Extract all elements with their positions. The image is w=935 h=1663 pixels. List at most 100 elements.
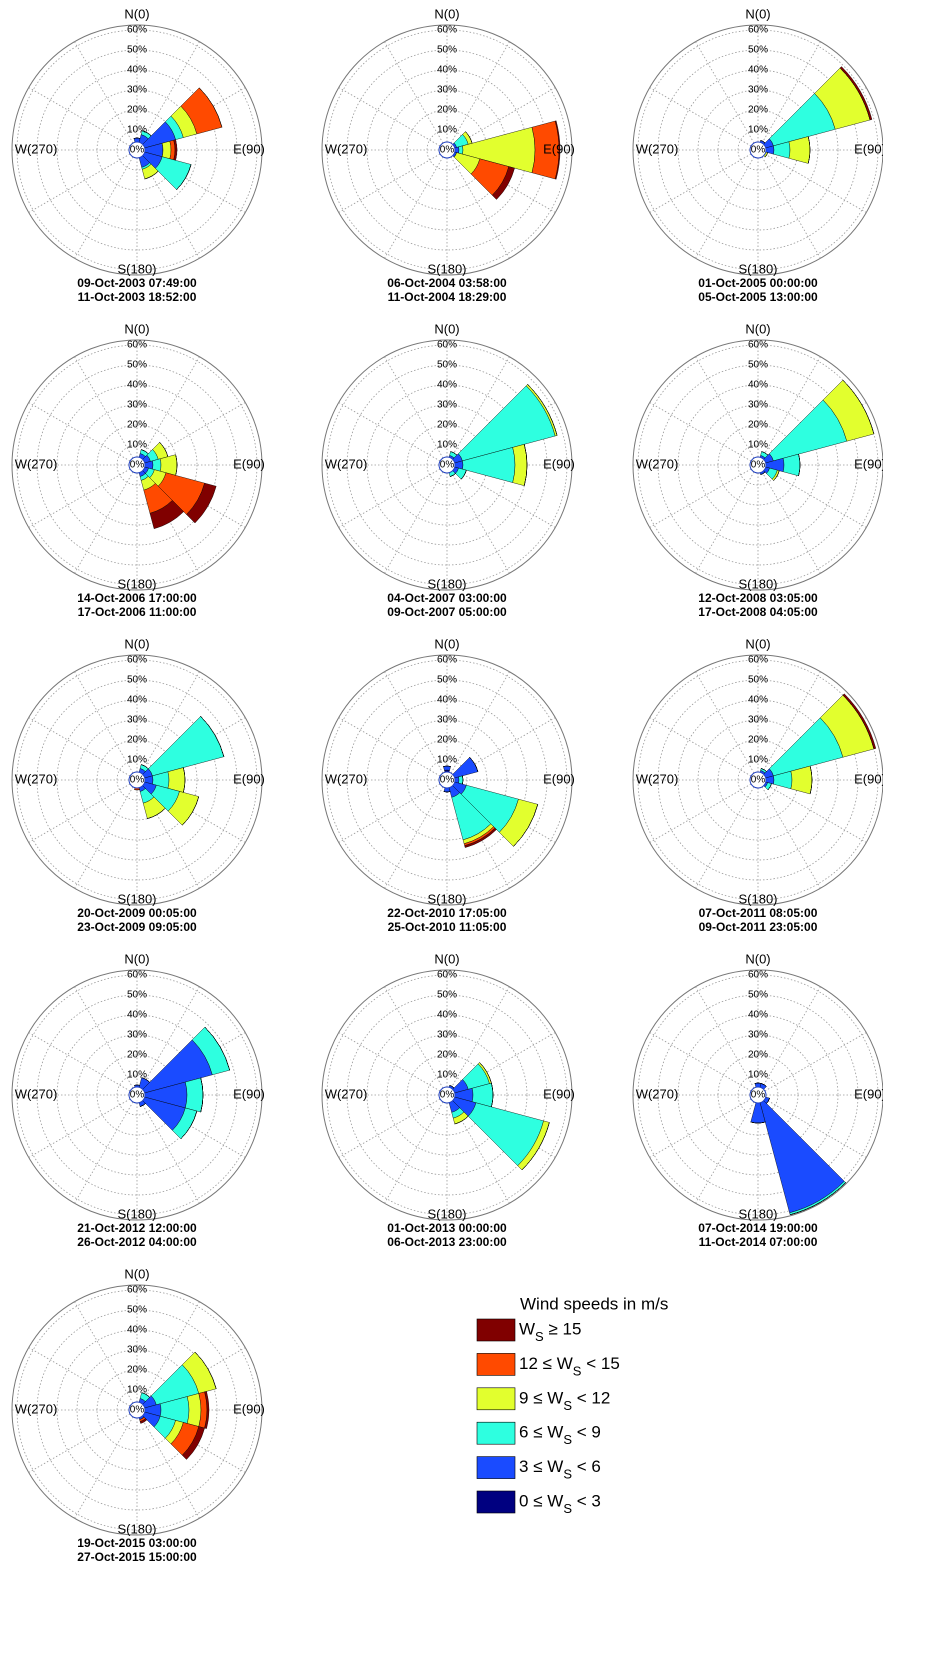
date-label: 14-Oct-2006 17:00:00 bbox=[77, 591, 197, 605]
date-label: 09-Oct-2003 07:49:00 bbox=[77, 276, 197, 290]
r-tick-label: 40% bbox=[748, 1010, 768, 1021]
wind-sector bbox=[139, 1418, 148, 1424]
r-tick-label: 0% bbox=[130, 145, 145, 156]
wind-rose: 0% 10% 20% 30% 40% 50% 60% N(0) E(90) S(180) W(270… bbox=[632, 636, 883, 934]
direction-label: N(0) bbox=[434, 951, 459, 966]
r-tick-label: 20% bbox=[748, 1050, 768, 1061]
date-label: 12-Oct-2008 03:05:00 bbox=[698, 591, 818, 605]
r-tick-label: 20% bbox=[437, 1050, 457, 1061]
r-tick-label: 60% bbox=[437, 25, 457, 36]
date-label: 11-Oct-2004 18:29:00 bbox=[388, 290, 507, 304]
r-tick-label: 20% bbox=[437, 105, 457, 116]
r-tick-label: 30% bbox=[127, 715, 147, 726]
r-tick-label: 30% bbox=[748, 715, 768, 726]
r-tick-label: 20% bbox=[127, 105, 147, 116]
direction-label: N(0) bbox=[745, 636, 770, 651]
spoke bbox=[74, 671, 134, 774]
center-circle bbox=[128, 1086, 146, 1104]
wind-sector bbox=[443, 765, 451, 771]
r-tick-label: 10% bbox=[437, 1070, 457, 1081]
wind-sector bbox=[839, 66, 873, 121]
spoke bbox=[28, 1413, 131, 1473]
center-circle bbox=[128, 141, 146, 159]
spoke bbox=[649, 153, 752, 213]
wind-sector bbox=[460, 470, 467, 480]
r-tick-label: 50% bbox=[748, 360, 768, 371]
r-tick-label: 40% bbox=[437, 380, 457, 391]
wind-sector bbox=[204, 1026, 230, 1071]
grid-circle bbox=[697, 1034, 819, 1156]
legend-label: 6 ≤ WS < 9 bbox=[519, 1423, 601, 1447]
date-label: 27-Oct-2015 15:00:00 bbox=[77, 1550, 197, 1564]
wind-rose: 0% 10% 20% 30% 40% 50% 60% N(0) E(90) S(180) W(270… bbox=[11, 321, 265, 619]
direction-label: S(180) bbox=[427, 261, 466, 276]
wind-rose: 0% 10% 20% 30% 40% 50% 60% N(0) E(90) S(180) W(270… bbox=[11, 951, 265, 1249]
direction-label: S(180) bbox=[117, 261, 156, 276]
date-label: 01-Oct-2005 00:00:00 bbox=[698, 276, 818, 290]
direction-label: W(270) bbox=[636, 1086, 679, 1101]
r-tick-label: 0% bbox=[751, 145, 766, 156]
date-label: 06-Oct-2013 23:00:00 bbox=[387, 1235, 507, 1249]
r-tick-label: 30% bbox=[437, 85, 457, 96]
spoke bbox=[338, 783, 441, 843]
r-tick-label: 50% bbox=[127, 360, 147, 371]
r-tick-label: 0% bbox=[130, 1090, 145, 1101]
wind-sector bbox=[167, 767, 186, 793]
wind-sector bbox=[140, 1103, 146, 1107]
direction-label: S(180) bbox=[117, 1521, 156, 1536]
spoke bbox=[384, 671, 444, 774]
direction-label: S(180) bbox=[738, 261, 777, 276]
panels: 0% 10% 20% 30% 40% 50% 60% N(0) E(90) S(180) W(270… bbox=[11, 6, 883, 1564]
legend-swatch bbox=[476, 1387, 516, 1411]
direction-label: S(180) bbox=[738, 1206, 777, 1221]
spoke bbox=[695, 356, 755, 459]
grid-circle bbox=[677, 699, 839, 861]
direction-label: E(90) bbox=[233, 456, 265, 471]
r-tick-label: 10% bbox=[127, 440, 147, 451]
date-label: 17-Oct-2006 11:00:00 bbox=[78, 605, 197, 619]
direction-label: N(0) bbox=[124, 321, 149, 336]
spoke bbox=[450, 41, 510, 144]
spoke bbox=[338, 153, 441, 213]
wind-rose: 0% 10% 20% 30% 40% 50% 60% N(0) E(90) S(180) W(270… bbox=[321, 951, 575, 1249]
direction-label: W(270) bbox=[15, 771, 58, 786]
legend: Wind speeds in m/s 0 ≤ WS < 3 3 ≤ WS < 6 6… bbox=[476, 1294, 668, 1516]
direction-label: W(270) bbox=[325, 141, 368, 156]
r-tick-label: 50% bbox=[437, 675, 457, 686]
r-tick-label: 40% bbox=[437, 1010, 457, 1021]
wind-sector bbox=[491, 166, 515, 200]
r-tick-label: 40% bbox=[127, 1325, 147, 1336]
legend-label: 0 ≤ WS < 3 bbox=[519, 1491, 601, 1515]
r-tick-label: 20% bbox=[437, 735, 457, 746]
direction-label: S(180) bbox=[738, 576, 777, 591]
direction-label: W(270) bbox=[325, 456, 368, 471]
r-tick-label: 60% bbox=[127, 970, 147, 981]
spoke bbox=[450, 671, 510, 774]
wind-sector bbox=[809, 765, 813, 795]
date-label: 07-Oct-2011 08:05:00 bbox=[699, 906, 818, 920]
direction-label: E(90) bbox=[543, 1086, 575, 1101]
r-tick-label: 40% bbox=[748, 65, 768, 76]
direction-label: E(90) bbox=[233, 771, 265, 786]
direction-label: S(180) bbox=[427, 1206, 466, 1221]
wind-sector bbox=[521, 1122, 550, 1171]
spoke bbox=[338, 468, 441, 528]
r-tick-label: 0% bbox=[130, 460, 145, 471]
spoke bbox=[695, 671, 755, 774]
center-circle bbox=[438, 771, 456, 789]
spoke bbox=[761, 156, 821, 259]
wind-rose: 0% 10% 20% 30% 40% 50% 60% N(0) E(90) S(180) W(270… bbox=[632, 6, 883, 304]
direction-label: S(180) bbox=[427, 576, 466, 591]
r-tick-label: 60% bbox=[127, 1285, 147, 1296]
wind-sector bbox=[764, 152, 768, 158]
date-label: 07-Oct-2014 19:00:00 bbox=[698, 1221, 818, 1235]
r-tick-label: 50% bbox=[127, 675, 147, 686]
grid-circle bbox=[366, 699, 528, 861]
spoke bbox=[764, 1032, 867, 1092]
r-tick-label: 30% bbox=[127, 85, 147, 96]
r-tick-label: 30% bbox=[437, 1030, 457, 1041]
wind-sector bbox=[513, 804, 538, 847]
r-tick-label: 60% bbox=[437, 655, 457, 666]
legend-swatch bbox=[476, 1318, 516, 1342]
legend-swatch bbox=[476, 1353, 516, 1376]
